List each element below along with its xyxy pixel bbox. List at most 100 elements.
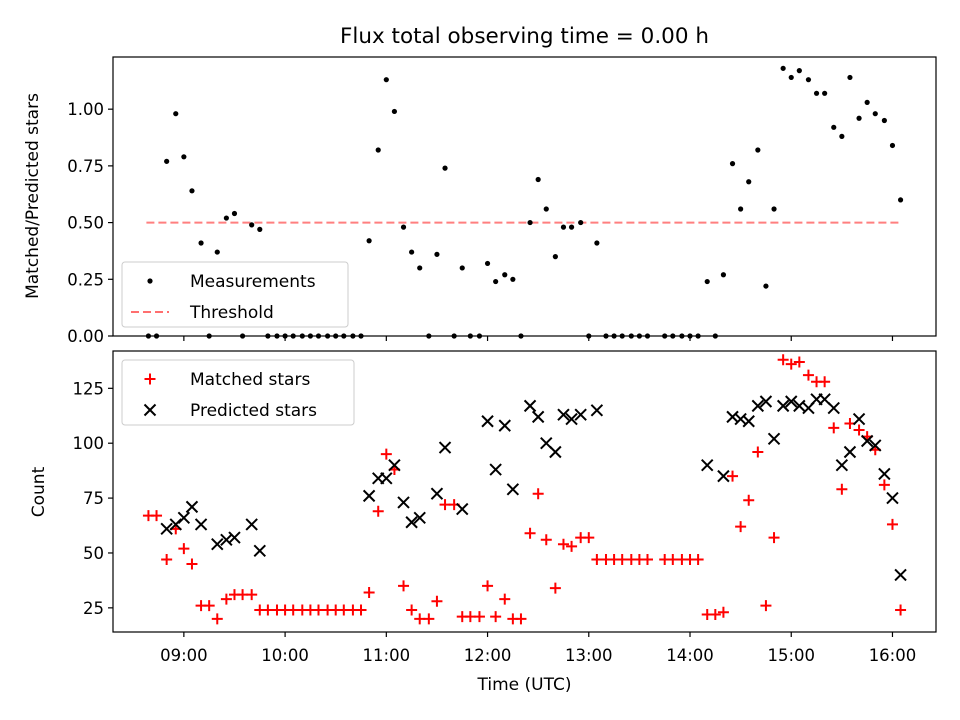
matched-stars-point [355,604,367,616]
matched-stars-point [895,604,907,616]
matched-stars-point [802,369,814,381]
matched-stars-point [406,604,418,616]
measurement-point [594,240,600,246]
measurement-point [535,176,541,183]
measurement-point [173,111,179,117]
measurement-point [249,222,255,228]
predicted-stars-point [717,469,730,483]
matched-stars-point [363,586,375,598]
predicted-stars-point [430,487,444,500]
predicted-stars-point [557,408,570,421]
matched-stars-point [743,494,755,506]
matched-stars-point [727,470,739,482]
predicted-stars-point [380,472,393,485]
measurement-point [341,333,347,339]
measurement-point [502,272,508,278]
measurement-point [350,333,356,339]
measurement-point [619,333,625,339]
measurement-point [434,251,440,257]
matched-stars-point [161,554,173,566]
count-x-tick-label: 10:00 [261,646,309,665]
measurement-point [763,283,769,289]
measurement-point [145,333,152,339]
predicted-stars-point [835,458,849,472]
measurement-point [746,179,752,185]
legend-label: Predicted stars [190,401,317,421]
count-x-tick-label: 12:00 [464,646,512,665]
measurement-point [679,333,685,339]
measurement-point [153,333,160,339]
predicted-stars-point [405,516,418,529]
measurement-point [476,333,483,339]
measurement-point [578,219,584,226]
predicted-stars-point [878,467,891,481]
predicted-stars-point [742,415,755,428]
measurement-point [872,111,878,117]
ratio-y-axis-label: Matched/Predicted stars [23,93,43,299]
measurement-point [738,206,744,212]
count-x-tick-label: 11:00 [363,646,411,665]
matched-stars-point [735,521,747,533]
predicted-stars-point [245,518,258,531]
measurement-point [214,249,220,255]
measurement-point [282,333,288,339]
ratio-panel: 0.00 0.25 0.50 0.75 1.00 Measurements Threshol… [67,56,937,346]
measurement-point [864,99,870,105]
predicted-stars-point [565,412,578,426]
matched-stars-point [836,483,848,495]
matched-stars-point [853,424,865,436]
measurement-point [290,333,296,339]
matched-stars-point [760,600,772,612]
measurement-point [552,254,558,260]
legend-swatch [147,278,153,284]
measurement-point [560,224,567,230]
matched-stars-point [380,448,392,460]
measurement-point [543,206,549,212]
predicted-stars-point [523,399,537,413]
measurement-point [796,68,802,74]
predicted-stars-point [506,483,520,496]
measurement-point [484,260,491,267]
measurement-point [426,333,432,339]
legend-label: Threshold [189,303,274,323]
predicted-stars-point [701,458,714,472]
predicted-stars-point [574,408,587,421]
measurement-point [164,158,170,164]
predicted-stars-point [759,395,773,408]
matched-stars-point [819,376,831,388]
count-y-tick-label: 25 [83,599,104,618]
measurement-point [897,197,904,203]
count-y-tick-label: 125 [73,379,105,398]
measurement-point [409,249,415,255]
legend-swatch [144,373,156,385]
matched-stars-point [499,593,511,605]
ratio-y-tick-label: 0.50 [67,214,104,233]
measurement-point [459,265,465,271]
matched-stars-point [793,356,805,368]
measurement-point [366,238,372,244]
predicted-stars-point [531,410,545,424]
measurement-point [189,188,195,194]
matched-stars-point [785,358,797,370]
measurement-point [568,224,575,230]
count-x-tick-label: 15:00 [767,646,815,665]
predicted-stars-point [489,463,502,476]
matched-stars-point [540,534,552,546]
measurement-point [628,333,634,339]
count-y-tick-label: 75 [83,489,104,508]
count-panel: 25 50 75 100 125 09:00 10:00 11:00 12:00 13:00 14:… [73,350,937,665]
x-axis-label: Time (UTC) [477,675,572,695]
ratio-plot-frame [112,56,937,337]
count-plot-frame [112,350,937,633]
predicted-stars-point [852,412,866,426]
predicted-stars-point [860,434,874,448]
measurement-point [586,333,592,339]
predicted-stars-point [886,491,899,505]
predicted-stars-point [397,496,410,509]
figure-title: Flux total observing time = 0.00 h [340,24,709,49]
predicted-stars-point [767,432,781,446]
matched-stars-point [220,593,232,605]
predicted-stars-point [785,395,798,408]
measurement-point [198,240,204,246]
